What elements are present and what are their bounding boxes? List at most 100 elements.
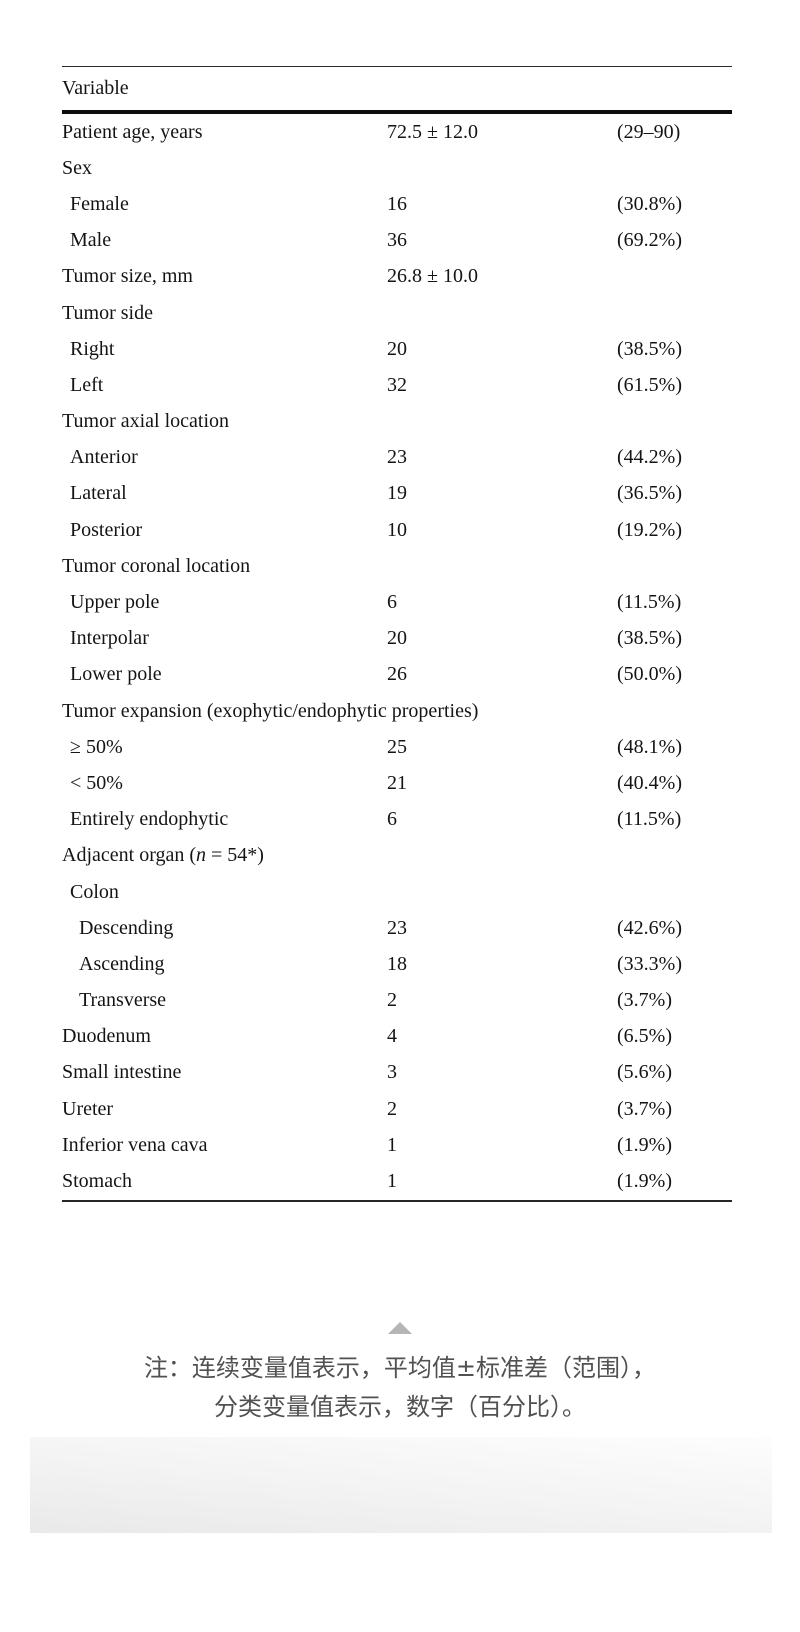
row-value: 6 — [387, 591, 397, 614]
row-label: Transverse — [79, 989, 167, 1012]
row-percent: (3.7%) — [617, 989, 672, 1012]
row-value: 4 — [387, 1025, 397, 1048]
table-row: Tumor axial location — [62, 404, 732, 440]
table-row: Adjacent organ (n = 54*) — [62, 838, 732, 874]
table-row: Female 16 (30.8%) — [62, 186, 732, 222]
row-percent: (36.5%) — [617, 482, 682, 505]
table-header-rule — [62, 110, 732, 114]
row-label: Ureter — [62, 1097, 114, 1120]
table-row: Inferior vena cava 1 (1.9%) — [62, 1127, 732, 1163]
row-percent: (6.5%) — [617, 1025, 672, 1048]
row-label: Anterior — [70, 446, 138, 469]
row-label: Lateral — [70, 482, 127, 505]
row-value: 23 — [387, 446, 407, 469]
table-row: Small intestine 3 (5.6%) — [62, 1055, 732, 1091]
table-row: Tumor size, mm 26.8 ± 10.0 — [62, 259, 732, 295]
row-percent: (3.7%) — [617, 1097, 672, 1120]
table-row: Tumor side — [62, 295, 732, 331]
row-label: Interpolar — [70, 627, 149, 650]
table-row: Sex — [62, 150, 732, 186]
row-label: ≥ 50% — [70, 735, 123, 758]
table-row: Left 32 (61.5%) — [62, 367, 732, 403]
row-label: Adjacent organ (n = 54*) — [62, 844, 264, 867]
row-label: Descending — [79, 916, 174, 939]
row-percent: (29–90) — [617, 120, 681, 143]
row-percent: (19.2%) — [617, 518, 682, 541]
table-row: Entirely endophytic 6 (11.5%) — [62, 802, 732, 838]
row-label: Tumor side — [62, 301, 153, 324]
table-row: < 50% 21 (40.4%) — [62, 765, 732, 801]
row-value: 18 — [387, 952, 407, 975]
table-row: Ureter 2 (3.7%) — [62, 1091, 732, 1127]
table-row: Interpolar 20 (38.5%) — [62, 621, 732, 657]
row-value: 1 — [387, 1170, 397, 1193]
row-percent: (1.9%) — [617, 1133, 672, 1156]
row-label: Tumor size, mm — [62, 265, 193, 288]
table-top-rule — [62, 66, 732, 67]
row-label: Tumor axial location — [62, 410, 230, 433]
row-value: 26 — [387, 663, 407, 686]
row-label: Left — [70, 373, 104, 396]
row-percent: (48.1%) — [617, 735, 682, 758]
table-row: Right 20 (38.5%) — [62, 331, 732, 367]
table-row: Colon — [62, 874, 732, 910]
row-label: Patient age, years — [62, 120, 203, 143]
row-percent: (30.8%) — [617, 192, 682, 215]
table-row: Tumor expansion (exophytic/endophytic pr… — [62, 693, 732, 729]
collapse-up-triangle-icon[interactable] — [388, 1322, 412, 1334]
row-percent: (69.2%) — [617, 229, 682, 252]
row-percent: (38.5%) — [617, 337, 682, 360]
row-value: 19 — [387, 482, 407, 505]
row-value: 2 — [387, 989, 397, 1012]
row-percent: (38.5%) — [617, 627, 682, 650]
row-label: Posterior — [70, 518, 143, 541]
row-value: 10 — [387, 518, 407, 541]
table-row: Stomach 1 (1.9%) — [62, 1163, 732, 1199]
row-value: 16 — [387, 192, 407, 215]
row-label: Sex — [62, 156, 92, 179]
row-percent: (5.6%) — [617, 1061, 672, 1084]
bottom-gradient-band — [30, 1437, 772, 1533]
row-value: 36 — [387, 229, 407, 252]
table-row: Upper pole 6 (11.5%) — [62, 584, 732, 620]
row-label: Upper pole — [70, 591, 160, 614]
row-value: 20 — [387, 337, 407, 360]
row-percent: (42.6%) — [617, 916, 682, 939]
table-bottom-rule — [62, 1199, 732, 1202]
row-value: 26.8 ± 10.0 — [387, 265, 478, 288]
row-value: 23 — [387, 916, 407, 939]
table-row: ≥ 50% 25 (48.1%) — [62, 729, 732, 765]
table-header-variable: Variable — [62, 77, 129, 99]
row-value: 6 — [387, 808, 397, 831]
row-percent: (40.4%) — [617, 771, 682, 794]
row-label: Entirely endophytic — [70, 808, 229, 831]
row-label: Stomach — [62, 1170, 132, 1193]
table-row: Lower pole 26 (50.0%) — [62, 657, 732, 693]
row-label: < 50% — [70, 771, 123, 794]
row-value: 1 — [387, 1133, 397, 1156]
table-row: Descending 23 (42.6%) — [62, 910, 732, 946]
row-percent: (61.5%) — [617, 373, 682, 396]
row-value: 21 — [387, 771, 407, 794]
row-label: Duodenum — [62, 1025, 151, 1048]
row-percent: (1.9%) — [617, 1170, 672, 1193]
row-label: Male — [70, 229, 112, 252]
table-row: Anterior 23 (44.2%) — [62, 440, 732, 476]
table-row: Patient age, years 72.5 ± 12.0 (29–90) — [62, 114, 732, 150]
table-row: Duodenum 4 (6.5%) — [62, 1019, 732, 1055]
row-percent: (50.0%) — [617, 663, 682, 686]
row-label: Tumor coronal location — [62, 554, 251, 577]
row-percent: (44.2%) — [617, 446, 682, 469]
row-value: 2 — [387, 1097, 397, 1120]
table-row: Transverse 2 (3.7%) — [62, 983, 732, 1019]
row-value: 3 — [387, 1061, 397, 1084]
row-value: 20 — [387, 627, 407, 650]
row-label: Inferior vena cava — [62, 1133, 208, 1156]
table-row: Lateral 19 (36.5%) — [62, 476, 732, 512]
patient-characteristics-table: Variable Patient age, years 72.5 ± 12.0 (2… — [62, 66, 732, 1202]
row-value: 25 — [387, 735, 407, 758]
table-row: Ascending 18 (33.3%) — [62, 946, 732, 982]
row-percent: (11.5%) — [617, 808, 682, 831]
row-label: Tumor expansion (exophytic/endophytic pr… — [62, 699, 479, 722]
